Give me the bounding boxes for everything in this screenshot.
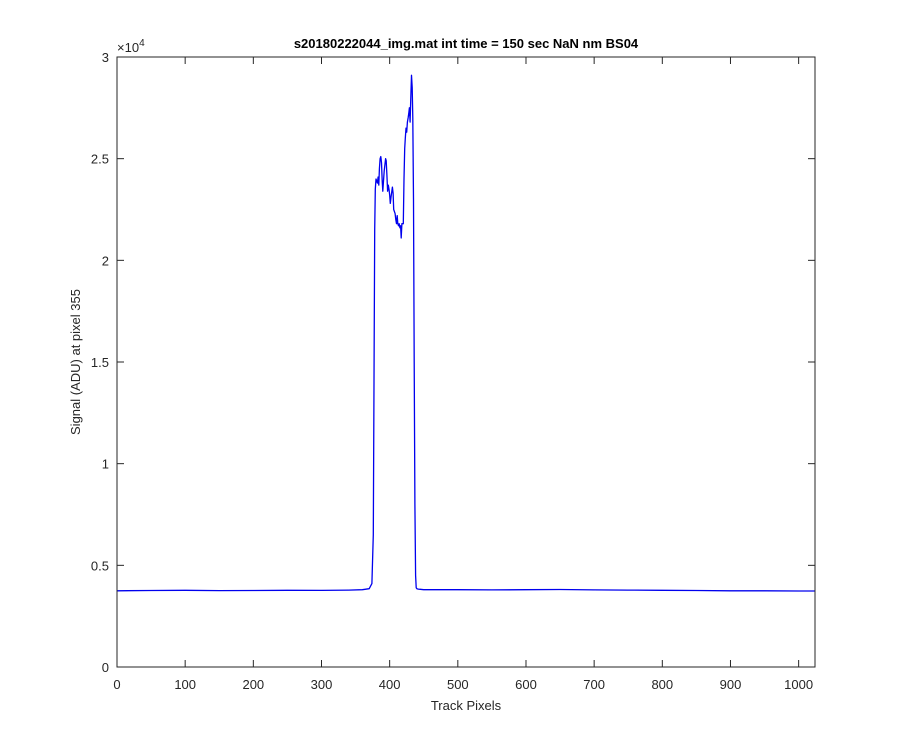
y-tick-label: 2 xyxy=(102,253,109,268)
y-tick-label: 0 xyxy=(102,660,109,675)
y-tick-label: 3 xyxy=(102,50,109,65)
x-axis-label: Track Pixels xyxy=(431,698,502,713)
x-tick-label: 1000 xyxy=(784,677,813,692)
x-axis-ticks: 0 100 200 300 400 500 600 700 800 900 1000 xyxy=(113,57,813,692)
y-tick-label: 1 xyxy=(102,457,109,472)
y-axis-label: Signal (ADU) at pixel 355 xyxy=(68,289,83,435)
x-tick-label: 200 xyxy=(242,677,264,692)
x-tick-label: 800 xyxy=(651,677,673,692)
signal-line xyxy=(116,74,815,592)
y-tick-label: 1.5 xyxy=(91,355,109,370)
x-tick-label: 600 xyxy=(515,677,537,692)
x-tick-label: 500 xyxy=(447,677,469,692)
x-tick-label: 100 xyxy=(174,677,196,692)
x-tick-label: 900 xyxy=(720,677,742,692)
x-tick-label: 700 xyxy=(583,677,605,692)
x-tick-label: 400 xyxy=(379,677,401,692)
x-tick-label: 300 xyxy=(311,677,333,692)
axes-box xyxy=(116,56,816,668)
y-axis-ticks: 0 0.5 1 1.5 2 2.5 3 xyxy=(91,50,815,675)
y-tick-label: 0.5 xyxy=(91,558,109,573)
plot-area xyxy=(117,57,815,667)
y-exponent-label: ×104 xyxy=(117,38,145,55)
y-tick-label: 2.5 xyxy=(91,152,109,167)
x-tick-label: 0 xyxy=(113,677,120,692)
chart-title: s20180222044_img.mat int time = 150 sec … xyxy=(294,36,639,51)
